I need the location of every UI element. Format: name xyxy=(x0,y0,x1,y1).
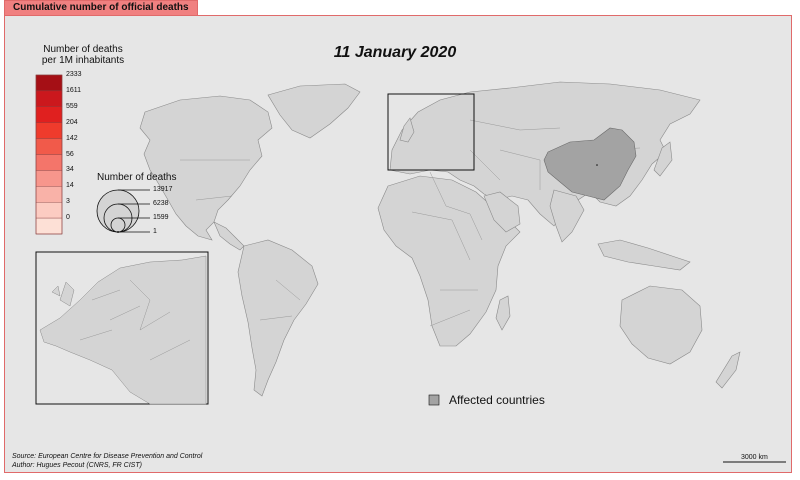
author-text: Author: Hugues Pecout (CNRS, FR CIST) xyxy=(12,462,142,469)
affected-countries-label: Affected countries xyxy=(449,393,545,407)
choropleth-tick-14: 14 xyxy=(66,182,74,190)
choropleth-tick-3: 3 xyxy=(66,198,70,206)
circle-1599 xyxy=(110,217,126,233)
choropleth-tick-34: 34 xyxy=(66,166,74,174)
choropleth-tick-56: 56 xyxy=(66,150,74,158)
japan xyxy=(653,141,673,177)
choropleth-tick-0: 0 xyxy=(66,214,70,222)
map-title-tab: Cumulative number of official deaths xyxy=(4,0,198,16)
choropleth-legend-title: Number of deaths per 1M inhabitants xyxy=(41,44,125,66)
map-date-title: 11 January 2020 xyxy=(333,44,457,61)
africa xyxy=(377,175,521,347)
affected-swatch xyxy=(428,394,440,406)
madagascar xyxy=(495,295,511,331)
new-zealand xyxy=(715,351,741,389)
eurasia xyxy=(389,81,701,227)
source-note: Source: European Centre for Disease Prev… xyxy=(12,452,202,470)
choropleth-tick-1611: 1611 xyxy=(66,86,82,94)
central-america xyxy=(213,221,245,251)
circle-value-1: 1 xyxy=(153,228,157,235)
swatch-14 xyxy=(35,186,63,203)
indonesia xyxy=(597,239,691,271)
proportional-circle-legend xyxy=(96,189,150,233)
proportional-legend-title: Number of deaths xyxy=(97,172,177,183)
circle-value-13917: 13917 xyxy=(153,186,173,193)
swatch-3 xyxy=(35,201,63,219)
swatch-204 xyxy=(35,122,63,139)
europe-inset xyxy=(35,251,209,405)
swatch-559 xyxy=(35,106,63,123)
australia xyxy=(619,285,703,365)
swatch-0 xyxy=(35,217,63,235)
swatch-2333 xyxy=(35,74,63,92)
china-affected xyxy=(543,127,637,201)
source-text: Source: European Centre for Disease Prev… xyxy=(12,453,203,460)
swatch-142 xyxy=(35,138,63,155)
swatch-34 xyxy=(35,170,63,187)
circle-value-6238: 6238 xyxy=(153,200,169,207)
choropleth-tick-142: 142 xyxy=(66,134,78,142)
india xyxy=(549,189,585,243)
swatch-56 xyxy=(35,154,63,171)
circle-value-1599: 1599 xyxy=(153,214,169,221)
swatch-1611 xyxy=(35,90,63,108)
choropleth-tick-559: 559 xyxy=(66,102,78,110)
scale-bar-label: 3000 km xyxy=(741,454,768,461)
great-britain xyxy=(399,117,415,143)
choropleth-tick-204: 204 xyxy=(66,118,78,126)
greenland xyxy=(267,83,361,139)
arabian-peninsula xyxy=(483,191,521,233)
europe-zoom-rect xyxy=(387,93,475,171)
south-america xyxy=(237,239,319,397)
choropleth-legend-swatches xyxy=(35,74,63,235)
choropleth-tick-2333: 2333 xyxy=(66,71,82,78)
